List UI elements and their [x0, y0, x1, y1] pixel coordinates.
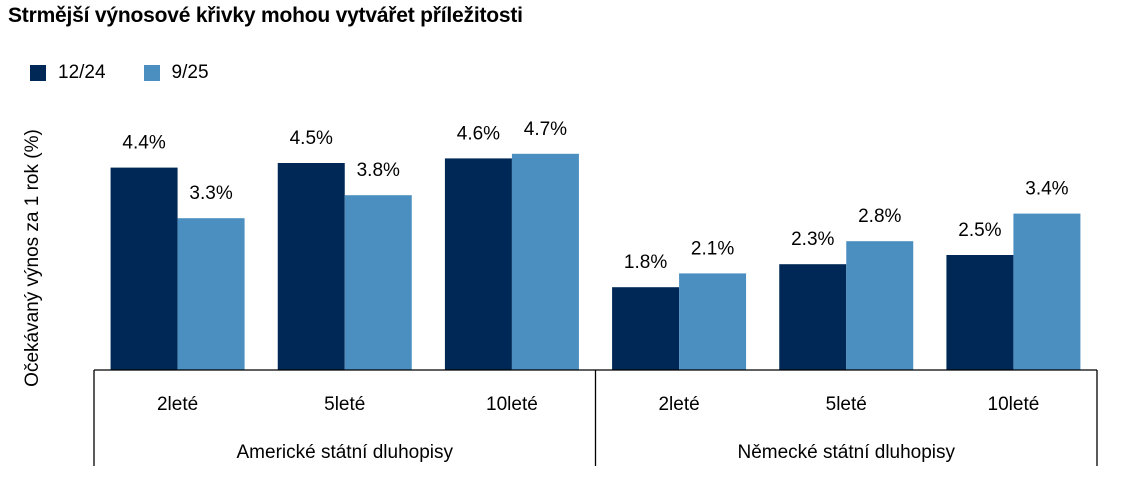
legend-swatch-9-25 [143, 65, 160, 81]
legend: 12/24 9/25 [30, 62, 209, 84]
category-label-5: 10leté [988, 394, 1040, 415]
data-label-9-25-2: 4.7% [524, 119, 567, 140]
data-label-9-25-1: 3.8% [357, 160, 400, 181]
category-label-0: 2leté [157, 394, 198, 415]
category-label-4: 5leté [826, 394, 867, 415]
data-label-12-24-1: 4.5% [290, 128, 333, 149]
bar-9-25-1 [344, 195, 412, 370]
bar-9-25-0 [177, 218, 245, 370]
bar-12-24-4 [779, 264, 847, 370]
legend-swatch-12-24 [30, 65, 46, 81]
category-label-1: 5leté [324, 394, 365, 415]
bar-12-24-0 [110, 167, 178, 370]
bar-9-25-2 [511, 153, 579, 370]
legend-item-12-24: 12/24 [30, 62, 106, 84]
bar-9-25-4 [846, 241, 914, 370]
bar-9-25-3 [679, 273, 747, 370]
legend-label-9-25: 9/25 [171, 62, 209, 83]
bar-12-24-1 [277, 163, 345, 370]
chart-title: Strmější výnosové křivky mohou vytvářet … [8, 4, 523, 27]
data-label-9-25-5: 3.4% [1025, 179, 1068, 200]
data-label-12-24-5: 2.5% [958, 220, 1001, 241]
data-label-9-25-4: 2.8% [858, 206, 901, 227]
data-label-12-24-3: 1.8% [624, 252, 667, 273]
group-label-1: Německé státní dluhopisy [737, 442, 955, 463]
category-label-3: 2leté [658, 394, 699, 415]
data-label-9-25-0: 3.3% [189, 183, 232, 204]
legend-label-12-24: 12/24 [58, 62, 106, 83]
data-label-9-25-3: 2.1% [691, 238, 734, 259]
data-label-12-24-0: 4.4% [122, 133, 165, 154]
data-label-12-24-2: 4.6% [457, 123, 500, 144]
bar-12-24-3 [612, 287, 680, 370]
data-label-12-24-4: 2.3% [791, 229, 834, 250]
group-label-0: Americké státní dluhopisy [237, 442, 454, 463]
bar-12-24-2 [444, 158, 512, 370]
bar-12-24-5 [946, 255, 1014, 370]
legend-item-9-25: 9/25 [143, 62, 209, 84]
bar-9-25-5 [1013, 213, 1081, 370]
category-label-2: 10leté [486, 394, 538, 415]
